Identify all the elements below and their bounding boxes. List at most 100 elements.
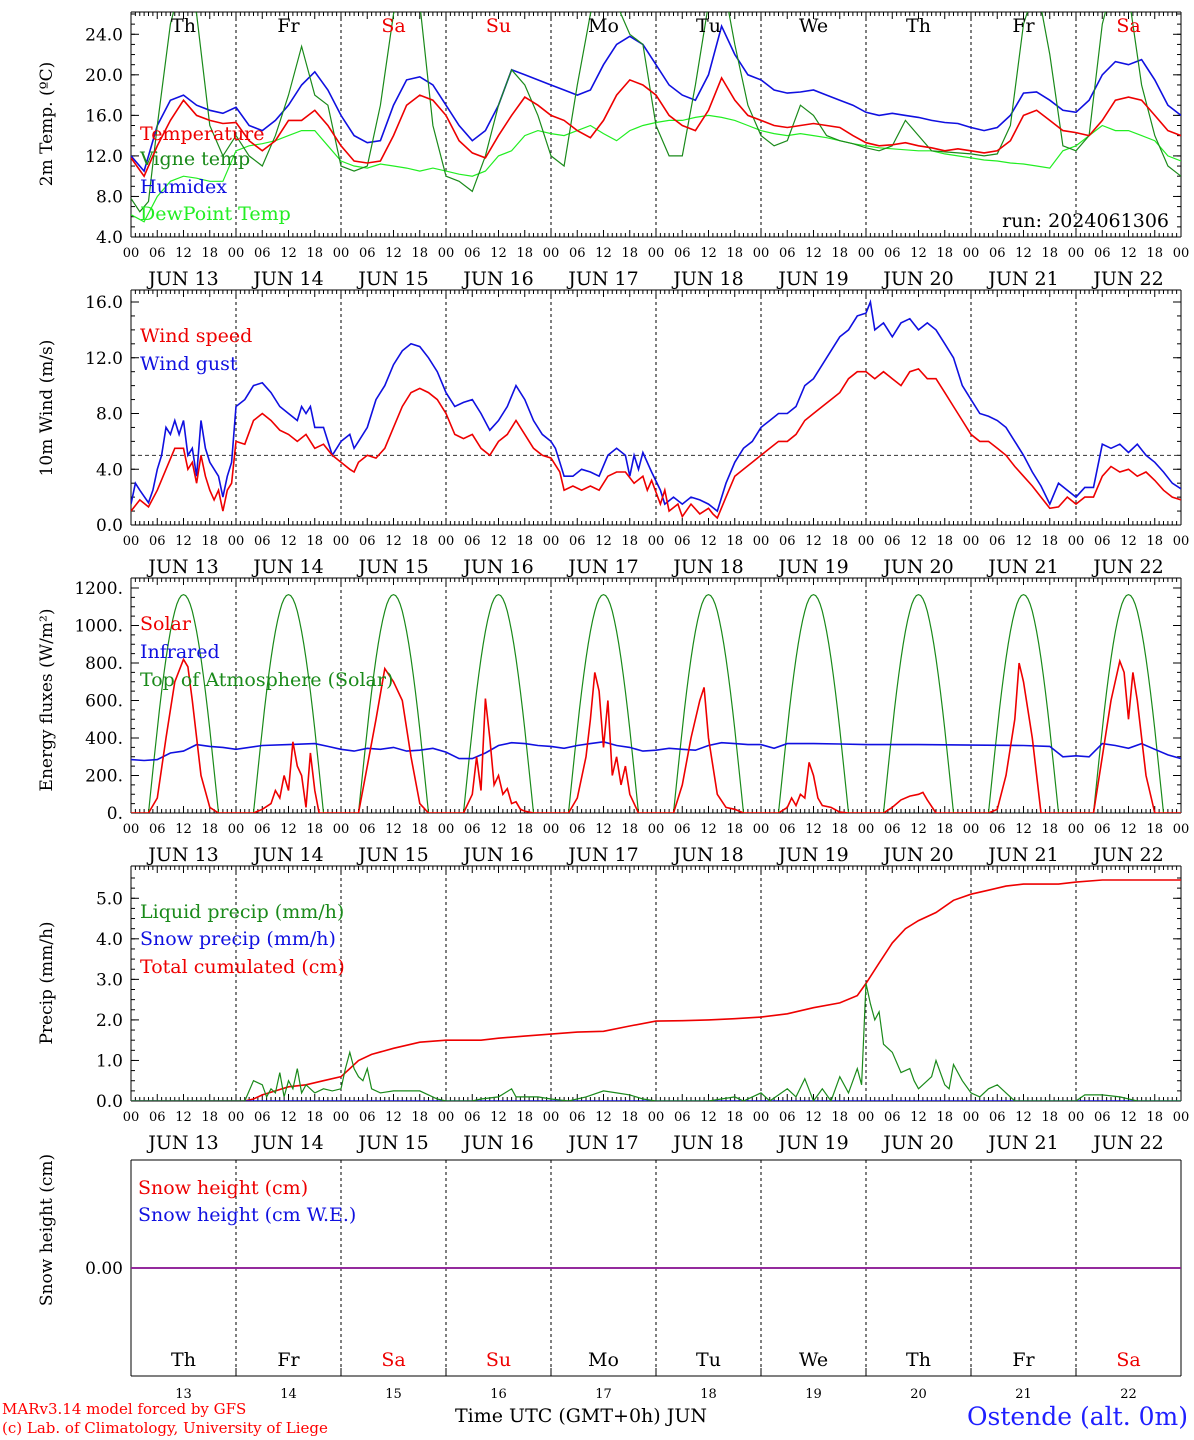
time-axis-title: Time UTC (GMT+0h) — [455, 1405, 661, 1427]
hour-tick-label: 18 — [306, 534, 323, 549]
legend-entry: Temperature — [140, 123, 264, 145]
hour-tick-label: 12 — [805, 822, 822, 837]
hour-tick-label: 06 — [254, 822, 271, 837]
hour-tick-label: 18 — [1146, 534, 1163, 549]
day-number-label: 18 — [700, 1387, 717, 1402]
y-tick-label: 2.0 — [96, 1011, 123, 1031]
hour-tick-label: 18 — [306, 822, 323, 837]
hour-tick-label: 00 — [963, 1110, 980, 1125]
hour-tick-label: 12 — [595, 246, 612, 261]
date-label: JUN 13 — [146, 1132, 218, 1154]
hour-tick-label: 12 — [1120, 822, 1137, 837]
hour-tick-label: 00 — [963, 246, 980, 261]
hour-tick-label: 00 — [648, 822, 665, 837]
hour-tick-label: 18 — [831, 822, 848, 837]
hour-tick-label: 06 — [674, 534, 691, 549]
date-label: JUN 14 — [251, 1132, 323, 1154]
hour-tick-label: 00 — [543, 534, 560, 549]
y-tick-label: 1000. — [74, 617, 123, 637]
date-label: JUN 17 — [566, 844, 638, 866]
hour-tick-label: 06 — [359, 246, 376, 261]
hour-tick-label: 06 — [149, 246, 166, 261]
hour-tick-label: 12 — [490, 534, 507, 549]
series-solar — [131, 657, 1181, 813]
hour-tick-label: 06 — [884, 246, 901, 261]
day-name-label: Sa — [1116, 1349, 1140, 1371]
day-name-label: Sa — [381, 1349, 405, 1371]
hour-tick-label: 00 — [333, 534, 350, 549]
hour-tick-label: 18 — [621, 822, 638, 837]
hour-tick-label: 12 — [1120, 534, 1137, 549]
hour-tick-label: 12 — [1120, 1110, 1137, 1125]
hour-tick-label: 00 — [1068, 534, 1085, 549]
hour-tick-label: 18 — [621, 1110, 638, 1125]
hour-tick-label: 18 — [1146, 246, 1163, 261]
hour-tick-label: 12 — [910, 822, 927, 837]
date-label: JUN 19 — [776, 556, 848, 578]
panel-3 — [130, 577, 1182, 814]
hour-tick-label: 12 — [1015, 534, 1032, 549]
hour-tick-label: 18 — [726, 1110, 743, 1125]
date-label: JUN 18 — [671, 1132, 743, 1154]
series-infrared — [131, 740, 1181, 762]
hour-tick-label: 00 — [228, 246, 245, 261]
y-tick-label: 1200. — [74, 579, 123, 599]
day-number-label: 21 — [1015, 1387, 1032, 1402]
hour-tick-label: 06 — [464, 822, 481, 837]
hour-tick-label: 06 — [359, 822, 376, 837]
hour-tick-label: 12 — [1015, 246, 1032, 261]
day-name-label: Su — [486, 15, 511, 37]
date-label: JUN 19 — [776, 268, 848, 290]
hour-tick-label: 00 — [858, 822, 875, 837]
hour-tick-label: 12 — [700, 822, 717, 837]
series-humidex — [131, 23, 1181, 173]
hour-tick-label: 06 — [464, 246, 481, 261]
day-name-label: Tu — [696, 15, 721, 37]
hour-tick-label: 06 — [359, 534, 376, 549]
hour-tick-label: 12 — [490, 246, 507, 261]
hour-tick-label: 00 — [228, 534, 245, 549]
date-label: JUN 13 — [146, 556, 218, 578]
day-name-label: Tu — [696, 1349, 721, 1371]
hour-tick-label: 18 — [621, 534, 638, 549]
hour-tick-label: 18 — [516, 534, 533, 549]
hour-tick-label: 06 — [569, 246, 586, 261]
hour-tick-label: 00 — [1173, 246, 1190, 261]
y-tick-label: 4.0 — [96, 228, 123, 248]
hour-tick-label: 06 — [989, 534, 1006, 549]
hour-tick-label: 00 — [543, 1110, 560, 1125]
series-group — [131, 879, 1181, 1101]
legend-entry: Solar — [140, 613, 192, 635]
hour-tick-label: 12 — [175, 822, 192, 837]
hour-tick-label: 00 — [648, 1110, 665, 1125]
hour-tick-label: 12 — [1120, 246, 1137, 261]
series-liquid-precip-mm-h- — [131, 983, 1181, 1101]
day-name-label: Mo — [588, 1349, 619, 1371]
series-temperature — [131, 76, 1181, 178]
legend-entry: Snow height (cm W.E.) — [138, 1204, 356, 1226]
hour-tick-label: 00 — [333, 246, 350, 261]
y-tick-label: 0.0 — [96, 1092, 123, 1112]
hour-tick-label: 00 — [543, 822, 560, 837]
hour-tick-label: 12 — [385, 534, 402, 549]
hour-tick-label: 18 — [936, 246, 953, 261]
hour-tick-label: 18 — [1146, 1110, 1163, 1125]
y-tick-label: 400. — [85, 729, 123, 749]
day-number-label: 16 — [490, 1387, 507, 1402]
hour-tick-label: 06 — [359, 1110, 376, 1125]
y-tick-label: 24.0 — [85, 25, 123, 45]
hour-tick-label: 18 — [831, 1110, 848, 1125]
hour-tick-label: 12 — [910, 1110, 927, 1125]
hour-tick-label: 00 — [1173, 822, 1190, 837]
hour-tick-label: 00 — [1068, 1110, 1085, 1125]
hour-tick-label: 00 — [333, 822, 350, 837]
hour-tick-label: 00 — [543, 246, 560, 261]
lab-credit: (c) Lab. of Climatology, University of L… — [2, 1419, 328, 1437]
hour-tick-label: 12 — [805, 246, 822, 261]
day-name-label: Th — [906, 1349, 931, 1371]
day-name-label: We — [799, 15, 828, 37]
hour-tick-label: 12 — [595, 534, 612, 549]
series-group — [131, 298, 1181, 520]
station-name: Ostende (alt. 0m) — [967, 1402, 1188, 1431]
y-tick-label: 3.0 — [96, 970, 123, 990]
